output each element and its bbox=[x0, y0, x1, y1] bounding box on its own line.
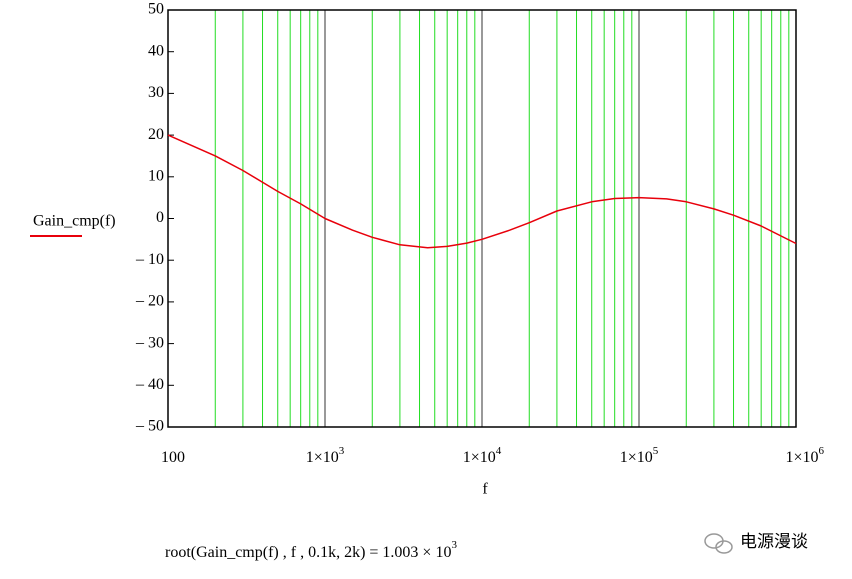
annotation-exponent: 3 bbox=[451, 539, 457, 551]
x-tick-base: 1×10 bbox=[463, 449, 496, 466]
annotation: root(Gain_cmp(f) , f , 0.1k, 2k) = 1.003… bbox=[165, 539, 457, 561]
y-tick-label: 10 bbox=[148, 167, 164, 184]
y-tick-label: 0 bbox=[156, 209, 164, 226]
x-tick-label: 1×103 bbox=[306, 445, 345, 466]
y-tick-label: 20 bbox=[148, 126, 164, 143]
y-tick-label: – 10 bbox=[135, 251, 164, 268]
x-tick-exponent: 4 bbox=[496, 445, 502, 457]
y-tick-label: 50 bbox=[148, 1, 164, 18]
x-tick-base: 1×10 bbox=[620, 449, 653, 466]
x-axis-label: f bbox=[482, 481, 488, 498]
x-tick-base: 100 bbox=[161, 449, 185, 466]
annotation-text: root(Gain_cmp(f) , f , 0.1k, 2k) = 1.003… bbox=[165, 544, 451, 561]
x-tick-base: 1×10 bbox=[785, 449, 818, 466]
x-tick-label: 1×105 bbox=[620, 445, 659, 466]
y-tick-label: – 40 bbox=[135, 376, 164, 393]
x-tick-label: 1×106 bbox=[785, 445, 824, 466]
series-line bbox=[167, 134, 797, 249]
x-tick-label: 100 bbox=[161, 449, 185, 466]
watermark-icon bbox=[704, 533, 733, 554]
y-tick-label: 40 bbox=[148, 42, 164, 59]
x-tick-label: 1×104 bbox=[463, 445, 502, 466]
y-tick-label: 30 bbox=[148, 84, 164, 101]
plot-frame bbox=[167, 9, 797, 428]
y-tick-label: – 30 bbox=[135, 334, 164, 351]
y-tick-label: – 20 bbox=[135, 293, 164, 310]
watermark: 电源漫谈 bbox=[740, 532, 808, 552]
legend-label: Gain_cmp(f) bbox=[33, 213, 116, 230]
x-tick-exponent: 3 bbox=[339, 445, 345, 457]
x-tick-exponent: 6 bbox=[819, 445, 825, 457]
x-tick-base: 1×10 bbox=[306, 449, 339, 466]
y-tick-label: – 50 bbox=[135, 418, 164, 435]
x-tick-exponent: 5 bbox=[653, 445, 659, 457]
